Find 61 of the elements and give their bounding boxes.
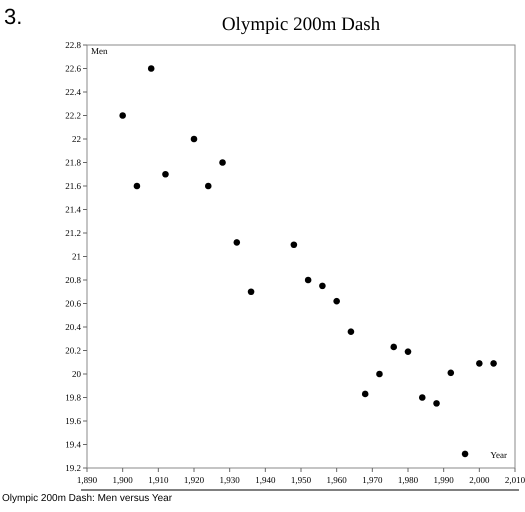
y-tick-label: 20.8 <box>65 275 82 286</box>
point <box>418 394 426 401</box>
y-tick-label: 22.2 <box>65 110 81 121</box>
point <box>348 328 354 335</box>
chart-title: Olympic 200m Dash <box>222 14 381 35</box>
point <box>433 400 440 407</box>
point <box>448 370 454 376</box>
point <box>204 182 212 190</box>
x-tick-label: 1,980 <box>398 475 419 485</box>
y-tick-label: 22.8 <box>65 40 82 50</box>
point <box>219 159 226 166</box>
x-tick-label: 1,920 <box>184 475 205 485</box>
point <box>304 276 312 284</box>
x-tick-label: 1,960 <box>326 475 348 485</box>
x-tick-label: 2,000 <box>469 475 490 485</box>
y-tick-label: 22.4 <box>65 87 82 98</box>
y-axis-title: Men <box>91 46 108 56</box>
y-tick-label: 20.4 <box>65 322 82 332</box>
y-tick-label: 22.6 <box>65 64 82 74</box>
y-tick-label: 19.2 <box>65 463 81 474</box>
y-tick-label: 21.8 <box>65 158 82 168</box>
y-tick-label: 21.2 <box>65 228 81 238</box>
x-axis-title: Year <box>490 450 507 460</box>
point <box>134 182 140 190</box>
x-tick-label: 1,990 <box>434 475 454 485</box>
point <box>290 241 298 248</box>
y-tick-label: 20.2 <box>65 346 81 356</box>
y-tick-label: 22 <box>72 134 81 144</box>
y-tick-label: 19.8 <box>65 392 82 403</box>
x-tick-label: 1,890 <box>76 475 98 485</box>
y-tick-label: 21 <box>72 252 81 262</box>
point <box>390 344 398 350</box>
point <box>248 288 254 296</box>
point <box>476 360 483 367</box>
x-tick-label: 1,910 <box>148 475 169 485</box>
point <box>162 170 169 178</box>
point <box>119 112 126 119</box>
text: Olympic 200m Dash: Men versus Year <box>2 493 173 504</box>
y-tick-label: 21.4 <box>65 204 82 215</box>
text: 3. <box>4 4 22 29</box>
x-tick-label: 1,970 <box>362 475 383 485</box>
y-tick-label: 19.4 <box>65 440 82 450</box>
x-tick-label: 2,010 <box>504 475 525 485</box>
y-tick-label: 20 <box>72 369 82 380</box>
y-tick-label: 19.6 <box>65 416 82 426</box>
point <box>333 298 340 304</box>
point <box>148 65 154 72</box>
point <box>376 370 383 378</box>
y-tick-label: 20.6 <box>65 298 82 309</box>
point <box>362 390 368 398</box>
x-tick-label: 1,930 <box>220 475 240 485</box>
point <box>462 450 468 458</box>
point <box>490 360 497 367</box>
point <box>404 348 412 355</box>
point <box>190 136 198 142</box>
y-tick-label: 21.6 <box>65 181 82 192</box>
point <box>234 239 240 246</box>
x-tick-label: 1,940 <box>255 475 276 485</box>
point <box>319 282 326 290</box>
x-tick-label: 1,900 <box>112 475 134 485</box>
x-tick-label: 1,950 <box>290 475 312 485</box>
